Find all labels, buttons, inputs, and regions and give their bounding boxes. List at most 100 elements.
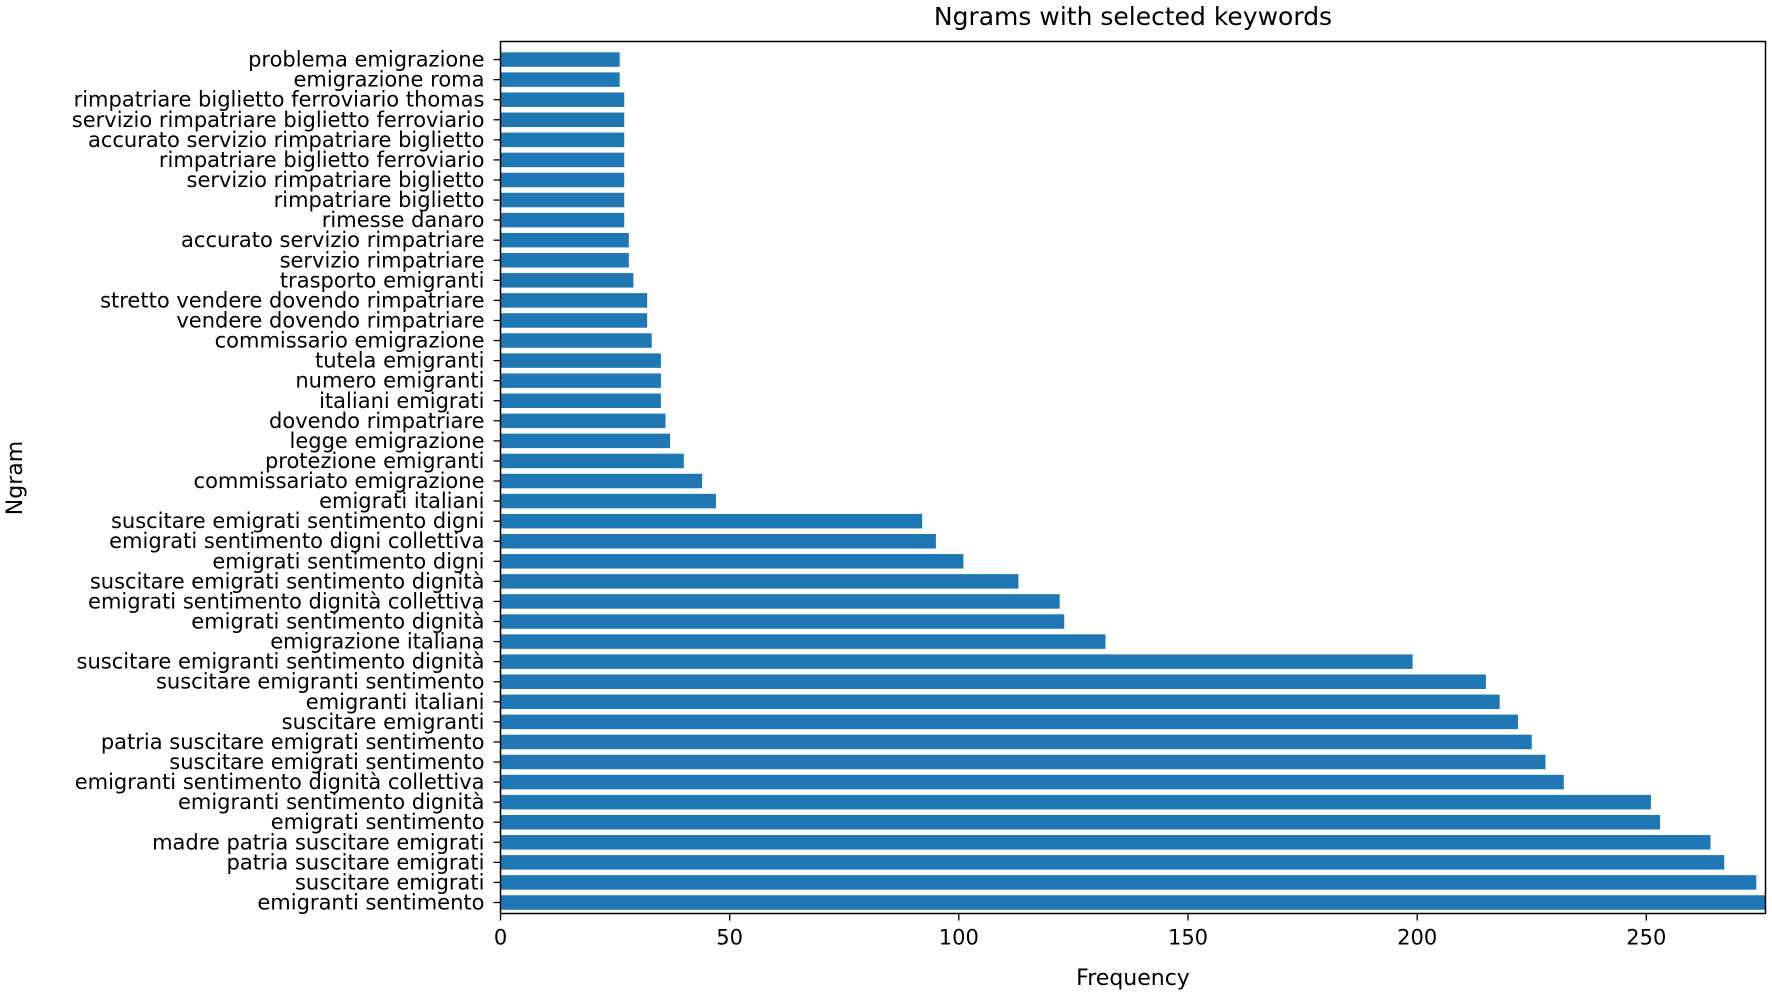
bar [500,313,648,328]
bar [500,614,1065,629]
y-tick-label: patria suscitare emigrati [227,850,485,874]
y-tick-label: legge emigrazione [290,429,485,453]
y-axis-label: Ngram [3,441,28,515]
y-tick-label: vendere dovendo rimpatriare [176,308,484,332]
bar [500,112,625,128]
bar [500,433,671,449]
y-tick-label: accurato servizio rimpatriare biglietto [88,128,485,152]
y-tick-label: emigrati italiani [319,489,484,513]
bar [500,92,625,107]
bar [500,714,1518,730]
y-tick-label: stretto vendere dovendo rimpatriare [100,288,484,312]
x-axis-label: Frequency [1076,966,1190,991]
bar [500,72,620,87]
y-tick-label: commissariato emigrazione [194,469,485,493]
bar [500,855,1725,870]
y-tick-label: problema emigrazione [248,48,484,72]
y-tick-label: suscitare emigrati sentimento dignità [90,569,485,593]
y-tick-label: servizio rimpatriare biglietto ferroviar… [72,108,485,132]
y-tick-label: rimesse danaro [322,208,485,232]
y-tick-label: tutela emigranti [315,349,485,373]
x-tick-label: 100 [939,926,979,950]
bar [500,152,625,168]
bar [500,493,716,509]
bar [500,533,936,549]
x-tick-label: 50 [716,926,743,950]
y-tick-label: emigrati sentimento digni collettiva [109,529,484,553]
bar [500,373,661,388]
bar [500,895,1766,910]
y-tick-label: emigrati sentimento [271,810,485,834]
bar [500,734,1532,750]
y-tick-label: emigranti italiani [306,690,485,714]
y-tick-label: emigrati sentimento digni [212,549,484,573]
y-tick-label: protezione emigranti [265,449,485,473]
bar [500,473,703,489]
bar [500,192,625,208]
bar [500,132,625,148]
y-tick-label: emigrazione italiana [270,630,484,654]
bar [500,814,1661,830]
y-tick-label: numero emigranti [295,369,484,393]
y-tick-label: suscitare emigrati [295,870,485,894]
bar [500,554,964,569]
y-tick-label: suscitare emigranti sentimento [156,670,485,694]
y-tick-label: emigranti sentimento [257,891,484,915]
x-tick-label: 0 [494,926,507,950]
y-tick-label: servizio rimpatriare biglietto [187,168,485,192]
x-tick-label: 250 [1626,926,1666,950]
bar [500,172,625,188]
bar [500,634,1106,649]
y-tick-label: emigrati sentimento dignità collettiva [88,589,484,613]
chart-title: Ngrams with selected keywords [934,2,1332,31]
y-tick-label: patria suscitare emigrati sentimento [101,730,485,754]
y-tick-label: italiani emigrati [319,389,484,413]
bar [500,513,923,529]
bar [500,253,629,268]
bar [500,52,620,67]
x-tick-label: 200 [1397,926,1437,950]
y-tick-label: rimpatriare biglietto ferroviario [159,148,485,172]
y-tick-label: emigrati sentimento dignità [191,610,484,634]
y-tick-label: suscitare emigranti [282,710,485,734]
bar [500,654,1413,669]
bar [500,835,1711,850]
bar [500,293,648,308]
y-tick-label: suscitare emigrati sentimento digni [111,509,485,533]
bar [500,875,1757,890]
bar [500,333,652,348]
bar [500,453,684,469]
bar [500,594,1060,609]
y-tick-label: dovendo rimpatriare [269,409,484,433]
bar [500,754,1546,770]
bar [500,212,625,228]
bar [500,273,634,288]
bar [500,694,1500,710]
y-tick-label: commissario emigrazione [215,329,485,353]
bar [500,794,1651,810]
y-tick-label: suscitare emigrati sentimento [169,750,484,774]
y-tick-label: rimpatriare biglietto [274,188,485,212]
y-tick-label: trasporto emigranti [280,268,485,292]
y-tick-label: accurato servizio rimpatriare [181,228,484,252]
y-tick-label: suscitare emigranti sentimento dignità [77,650,485,674]
bar [500,353,661,368]
bar [500,574,1019,589]
bars-layer [500,52,1766,910]
bar [500,393,661,408]
bar [500,774,1564,790]
y-tick-label: servizio rimpatriare [280,248,485,272]
x-tick-label: 150 [1168,926,1208,950]
y-tick-label: emigranti sentimento dignità [178,790,485,814]
bar [500,413,666,429]
y-tick-label: emigranti sentimento dignità collettiva [75,770,485,794]
y-tick-label: madre patria suscitare emigrati [152,830,484,854]
y-tick-label: rimpatriare biglietto ferroviario thomas [74,88,485,112]
bar [500,232,629,248]
y-tick-label: emigrazione roma [294,68,485,92]
bar [500,674,1486,689]
plot-area-frame [499,40,1767,915]
